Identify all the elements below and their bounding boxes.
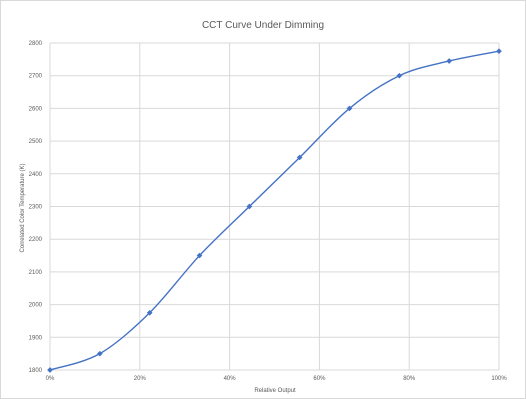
data-point — [246, 203, 253, 210]
x-tick-label: 60% — [313, 376, 326, 382]
y-tick-label: 2400 — [29, 172, 43, 178]
x-tick-label: 0% — [46, 376, 55, 382]
data-point — [196, 252, 203, 259]
y-tick-label: 2600 — [29, 106, 43, 112]
y-tick-label: 2300 — [29, 205, 43, 211]
data-point — [296, 154, 303, 161]
series-points — [47, 48, 502, 373]
y-tick-label: 1800 — [29, 368, 43, 374]
x-tick-label: 100% — [491, 376, 507, 382]
series-line — [49, 50, 500, 371]
data-point — [496, 48, 502, 55]
y-tick-label: 1900 — [29, 335, 43, 341]
data-point — [47, 367, 53, 373]
data-point — [446, 58, 452, 64]
y-tick-label: 2800 — [29, 41, 43, 47]
y-tick-labels: 1800 1900 2000 2100 2200 2300 2400 2500 2600 2700… — [29, 41, 43, 374]
data-point — [346, 105, 353, 112]
chart-title: CCT Curve Under Dimming — [202, 20, 324, 31]
y-tick-label: 2200 — [29, 237, 43, 243]
grid-layer — [49, 42, 500, 371]
data-point — [146, 309, 153, 316]
x-tick-label: 20% — [134, 376, 147, 382]
y-axis-label: Correlated Color Temperature (K) — [20, 164, 26, 253]
y-tick-label: 2700 — [29, 74, 43, 80]
x-tick-label: 40% — [224, 376, 237, 382]
x-tick-labels: 0% 20% 40% 60% 80% 100% — [46, 376, 508, 382]
data-point — [97, 350, 103, 357]
x-axis-label: Relative Output — [254, 388, 296, 394]
y-tick-label: 2100 — [29, 270, 43, 276]
y-tick-label: 2500 — [29, 139, 43, 145]
x-tick-label: 80% — [403, 376, 416, 382]
y-tick-label: 2000 — [29, 303, 43, 309]
data-point — [396, 72, 403, 79]
